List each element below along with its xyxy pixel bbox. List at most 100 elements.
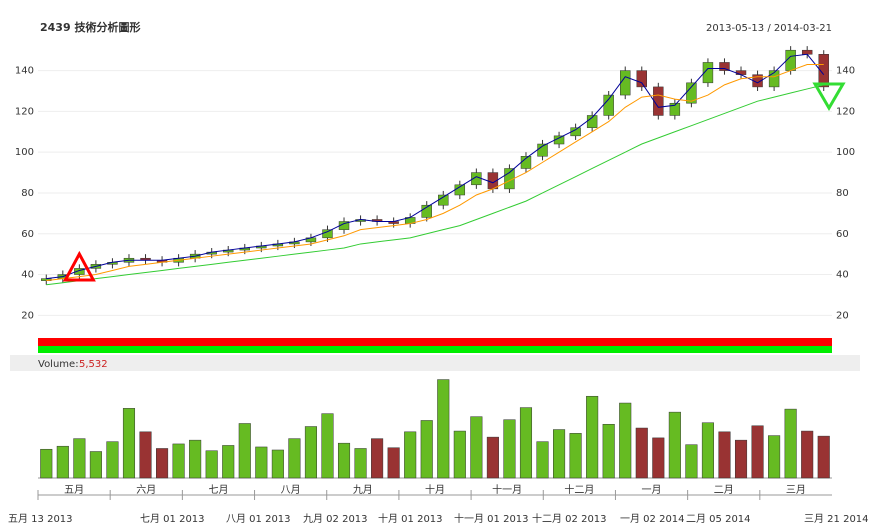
volume-bar bbox=[404, 431, 417, 479]
y-tick-label-right: 100 bbox=[836, 147, 855, 158]
volume-bar bbox=[619, 402, 632, 479]
volume-bar bbox=[553, 429, 566, 479]
date-label: 七月 01 2013 bbox=[140, 513, 205, 525]
y-tick-label-right: 40 bbox=[836, 270, 849, 281]
volume-bar bbox=[784, 408, 797, 479]
date-label: 八月 01 2013 bbox=[226, 513, 291, 525]
buy-marker bbox=[62, 250, 96, 282]
candle-body bbox=[421, 204, 432, 218]
volume-bar bbox=[586, 395, 599, 479]
candle-body bbox=[620, 70, 631, 96]
volume-bar bbox=[437, 379, 450, 479]
month-label: 九月 bbox=[353, 484, 373, 496]
month-label: 一月 bbox=[642, 484, 662, 496]
sell-marker bbox=[812, 82, 846, 111]
y-tick-label-right: 60 bbox=[836, 229, 849, 240]
volume-bar bbox=[602, 423, 615, 479]
volume-bar bbox=[569, 433, 582, 479]
volume-bar bbox=[156, 448, 169, 479]
volume-bar bbox=[238, 423, 251, 479]
volume-bar bbox=[354, 448, 367, 479]
month-label: 十一月 bbox=[492, 483, 522, 496]
moving-average bbox=[46, 53, 825, 280]
volume-bar bbox=[817, 435, 830, 479]
date-label: 三月 21 2014 bbox=[804, 513, 869, 525]
candle-body bbox=[801, 49, 813, 55]
candle-body bbox=[702, 62, 714, 84]
date-range: 2013-05-13 / 2014-03-21 bbox=[706, 23, 832, 34]
y-tick-label: 60 bbox=[21, 229, 34, 240]
month-label: 三月 bbox=[786, 484, 806, 496]
volume-bar bbox=[40, 448, 53, 479]
y-tick-label: 20 bbox=[21, 310, 34, 321]
y-tick-label: 140 bbox=[15, 66, 34, 77]
month-label: 七月 bbox=[208, 484, 228, 496]
volume-bar bbox=[635, 427, 648, 479]
volume-bar bbox=[189, 439, 202, 479]
volume-bar bbox=[701, 422, 714, 479]
volume-bar bbox=[304, 426, 317, 479]
month-label: 十月 bbox=[425, 483, 445, 496]
volume-bar bbox=[255, 446, 268, 479]
month-label: 二月 bbox=[714, 484, 734, 496]
chart-title: 2439 技術分析圖形 bbox=[40, 20, 140, 34]
candle-body bbox=[603, 94, 614, 116]
volume-header bbox=[10, 355, 860, 371]
volume-bar bbox=[271, 449, 284, 479]
candle-body bbox=[653, 86, 664, 116]
moving-average bbox=[46, 84, 824, 286]
signal-strip-red bbox=[38, 338, 832, 346]
volume-bar bbox=[122, 408, 136, 479]
volume-bar bbox=[685, 444, 698, 479]
y-tick-label: 40 bbox=[21, 270, 34, 281]
volume-bar bbox=[801, 430, 814, 479]
signal-strip-green bbox=[38, 346, 832, 353]
date-label: 十月 01 2013 bbox=[378, 512, 443, 525]
volume-bar bbox=[470, 416, 483, 479]
candle-body bbox=[735, 70, 747, 75]
y-tick-label-right: 20 bbox=[836, 310, 849, 321]
volume-bar bbox=[337, 442, 351, 479]
volume-bar bbox=[536, 441, 549, 479]
volume-bar bbox=[652, 437, 665, 479]
volume-bar bbox=[288, 438, 301, 479]
volume-bar bbox=[486, 436, 499, 479]
volume-bar bbox=[734, 439, 748, 479]
y-tick-label-right: 140 bbox=[836, 66, 855, 77]
volume-bar bbox=[420, 420, 433, 479]
candle-body bbox=[818, 54, 829, 88]
volume-bar bbox=[371, 438, 384, 479]
volume-bar bbox=[73, 438, 86, 479]
volume-bar bbox=[89, 451, 102, 479]
month-label: 十二月 bbox=[564, 483, 594, 496]
volume-bar bbox=[718, 431, 731, 479]
volume-bar bbox=[453, 430, 466, 479]
volume-bar bbox=[106, 441, 119, 479]
date-label: 五月 13 2013 bbox=[8, 513, 73, 525]
volume-bar bbox=[768, 435, 781, 479]
date-label: 十二月 02 2013 bbox=[532, 512, 607, 525]
y-tick-label: 80 bbox=[21, 188, 34, 199]
volume-bar bbox=[668, 411, 681, 479]
date-label: 十一月 01 2013 bbox=[454, 512, 529, 525]
date-label: 九月 02 2013 bbox=[303, 513, 368, 525]
candle-body bbox=[719, 62, 730, 71]
y-tick-label: 100 bbox=[15, 147, 34, 158]
candle-body bbox=[74, 268, 85, 275]
month-label: 五月 bbox=[64, 484, 84, 496]
volume-bar bbox=[205, 450, 218, 479]
month-label: 八月 bbox=[281, 484, 301, 496]
volume-bar bbox=[519, 407, 533, 479]
volume-bar bbox=[503, 419, 516, 479]
volume-bar bbox=[139, 431, 152, 479]
volume-bar bbox=[321, 413, 334, 479]
month-label: 六月 bbox=[136, 484, 156, 496]
candle-body bbox=[768, 70, 780, 88]
y-tick-label-right: 80 bbox=[836, 188, 849, 199]
date-label: 二月 05 2014 bbox=[686, 513, 751, 525]
volume-bar bbox=[172, 443, 185, 479]
volume-label: Volume: bbox=[38, 359, 79, 370]
volume-last: 5,532 bbox=[79, 359, 108, 370]
date-label: 一月 02 2014 bbox=[620, 513, 685, 525]
